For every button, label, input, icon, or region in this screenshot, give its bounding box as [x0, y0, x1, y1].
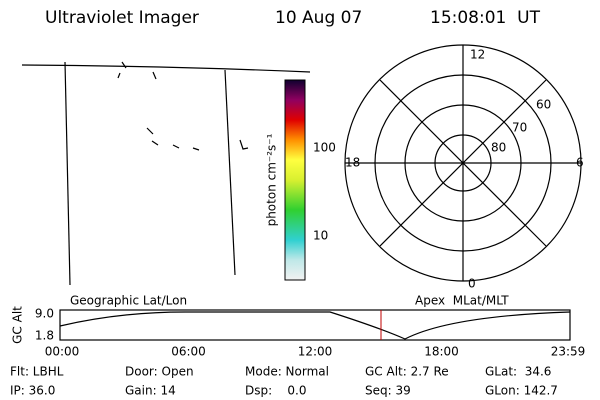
- colorbar: [284, 79, 306, 281]
- panel-label: Geographic Lat/Lon: [70, 294, 187, 308]
- lat-label: 80: [491, 141, 506, 155]
- colorbar-label: photon cm⁻²s⁻¹: [265, 133, 279, 226]
- title: Ultraviolet Imager: [45, 8, 199, 28]
- altitude-curve: [59, 311, 571, 340]
- x-tick-label: 18:00: [424, 345, 459, 359]
- lat-label: 60: [536, 98, 551, 112]
- polar-grid: [344, 44, 582, 282]
- colorbar-tick: 10: [313, 229, 328, 243]
- colorbar-tick: 100: [313, 141, 336, 155]
- x-tick-label: 00:00: [45, 345, 80, 359]
- mlt-label: 12: [470, 48, 485, 62]
- x-tick-label: 12:00: [298, 345, 333, 359]
- time: 15:08:01 UT: [430, 8, 541, 28]
- mlt-label: 6: [576, 156, 584, 170]
- panel-label: Apex MLat/MLT: [415, 294, 509, 308]
- map: [21, 61, 311, 286]
- y-tick-label: 1.8: [35, 329, 54, 343]
- altitude-frame: [59, 309, 571, 341]
- info-field: Seq: 39: [365, 384, 411, 398]
- y-label: GC Alt: [11, 306, 25, 344]
- x-tick-label: 23:59: [551, 345, 586, 359]
- info-field: IP: 36.0: [10, 384, 55, 398]
- info-field: GLat: 34.6: [485, 365, 551, 379]
- lat-label: 70: [512, 121, 527, 135]
- info-field: Dsp: 0.0: [245, 384, 307, 398]
- info-field: Mode: Normal: [245, 365, 329, 379]
- mlt-label: 18: [345, 156, 360, 170]
- date: 10 Aug 07: [275, 8, 362, 28]
- info-field: GLon: 142.7: [485, 384, 558, 398]
- info-field: Door: Open: [125, 365, 194, 379]
- info-field: Flt: LBHL: [10, 365, 64, 379]
- info-field: GC Alt: 2.7 Re: [365, 365, 449, 379]
- info-field: Gain: 14: [125, 384, 176, 398]
- mlt-label: 0: [468, 277, 476, 291]
- y-tick-label: 9.0: [35, 307, 54, 321]
- x-tick-label: 06:00: [171, 345, 206, 359]
